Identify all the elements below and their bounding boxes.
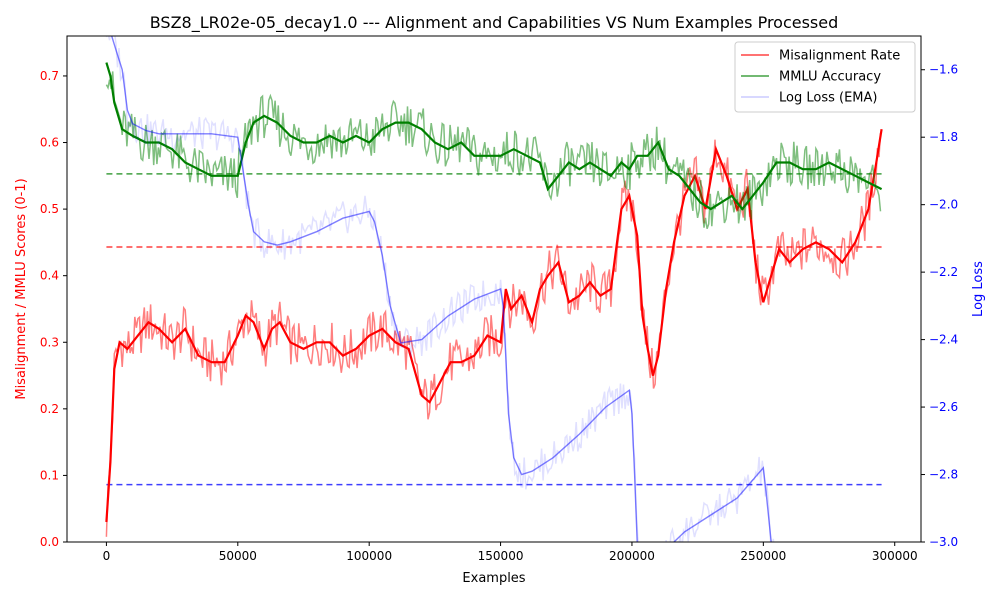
y-axis-left-label: Misalignment / MMLU Scores (0-1) — [14, 178, 29, 399]
legend-box — [734, 41, 916, 113]
series-lines — [105, 36, 883, 542]
x-axis-label: Examples — [462, 571, 525, 586]
x-tick-label-6: 300000 — [872, 549, 918, 563]
y-left-tick-label-6: 0.6 — [40, 136, 59, 150]
y-left-tick-label-4: 0.4 — [40, 269, 59, 283]
y-left-tick-label-0: 0.0 — [40, 535, 59, 549]
legend-label-0: Misalignment Rate — [779, 49, 900, 64]
y-left-tick-label-1: 0.1 — [40, 468, 59, 482]
y-left-tick-label-7: 0.7 — [40, 69, 59, 83]
series-line-1 — [105, 62, 883, 211]
x-tick-label-2: 100000 — [346, 549, 392, 563]
x-tick-label-4: 200000 — [609, 549, 655, 563]
y-left-tick-label-5: 0.5 — [40, 202, 59, 216]
y-right-tick-label-4: −2.2 — [929, 265, 958, 279]
legend-label-1: MMLU Accuracy — [779, 70, 881, 85]
series-raw-2 — [105, 36, 775, 542]
y-right-tick-label-5: −2.0 — [929, 198, 958, 212]
y-right-tick-label-0: −3.0 — [929, 535, 958, 549]
x-tick-label-0: 0 — [103, 549, 111, 563]
y-right-tick-label-3: −2.4 — [929, 333, 958, 347]
y-right-tick-label-2: −2.6 — [929, 400, 958, 414]
y-right-tick-label-7: −1.6 — [929, 63, 958, 77]
y-right-tick-label-1: −2.8 — [929, 468, 958, 482]
legend: Misalignment Rate MMLU Accuracy Log Loss (… — [734, 41, 916, 113]
y-right-tick-label-6: −1.8 — [929, 130, 958, 144]
series-line-2 — [110, 36, 772, 542]
x-tick-label-3: 150000 — [478, 549, 524, 563]
y-axis-right-label: Log Loss — [971, 261, 986, 317]
plot-frame — [66, 35, 922, 543]
chart-title: BSZ8_LR02e-05_decay1.0 --- Alignment and… — [150, 13, 839, 33]
y-left-tick-label-3: 0.3 — [40, 335, 59, 349]
legend-label-2: Log Loss (EMA) — [779, 91, 877, 106]
x-tick-label-1: 50000 — [219, 549, 257, 563]
y-left-tick-label-2: 0.2 — [40, 402, 59, 416]
x-tick-label-5: 250000 — [740, 549, 786, 563]
axes: 0 50000 100000 150000 200000 250000 300000 0.0 0… — [40, 35, 958, 563]
